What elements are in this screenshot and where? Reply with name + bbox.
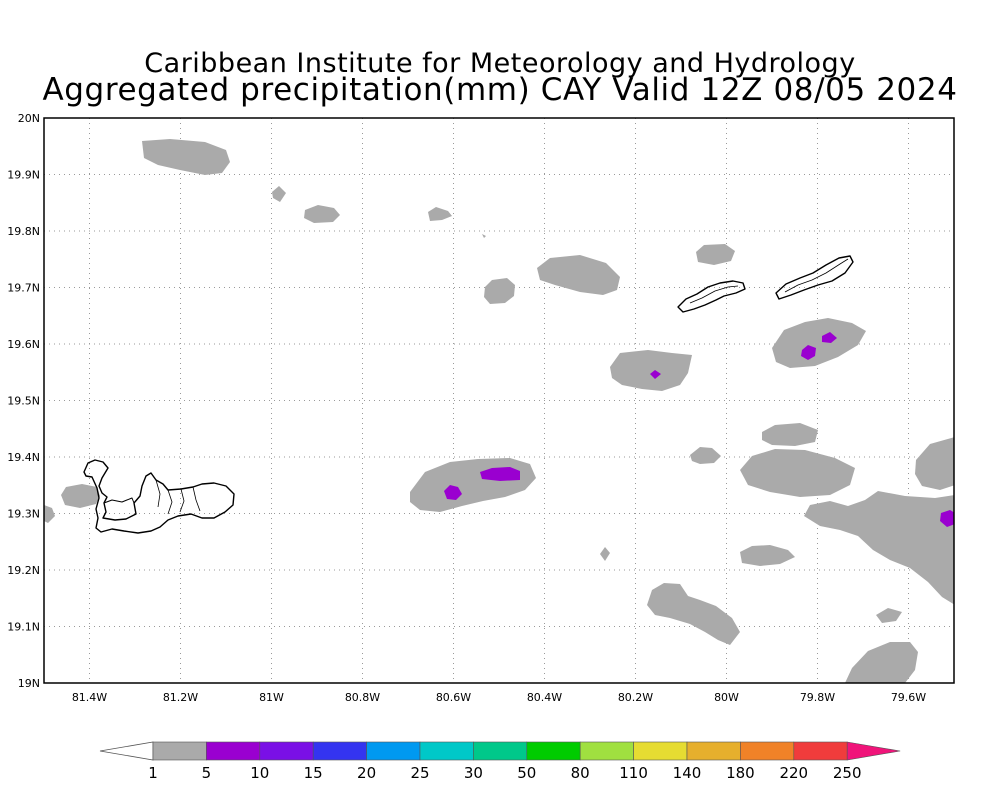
colorbar-segment [366,741,421,761]
rain-area [762,423,818,446]
lon-tick-label: 81.2W [163,691,198,704]
latitude-labels: 20N 19.9N 19.8N 19.7N 19.6N 19.5N 19.4N 19.3N 19… [7,112,40,690]
lon-tick-label: 80.8W [345,691,380,704]
colorbar-label: 20 [357,764,376,782]
lat-tick-label: 19.3N [7,508,40,521]
rain-core [650,370,661,379]
coastlines [83,255,854,534]
colorbar-label: 5 [202,764,212,782]
colorbar-segment [259,741,314,761]
rain-core [444,485,462,500]
lat-tick-label: 19.5N [7,395,40,408]
colorbar-segment [419,741,474,761]
rain-area [772,318,866,368]
colorbar-label: 220 [779,764,808,782]
colorbar-segment [793,741,848,761]
rain-area [304,205,340,223]
lon-tick-label: 79.8W [800,691,835,704]
rain-area [537,255,620,295]
lat-tick-label: 19.1N [7,621,40,634]
grand-cayman-north-sound [103,497,135,504]
colorbar-label: 10 [250,764,269,782]
rain-area [690,447,721,464]
lat-tick-label: 19.8N [7,225,40,238]
colorbar-label: 15 [304,764,323,782]
rain-area [142,139,230,175]
lat-tick-label: 19.9N [7,169,40,182]
rain-area [428,207,452,221]
little-cayman-outline [677,280,746,313]
colorbar: 1 5 10 15 20 25 30 50 80 110 140 180 220 250 [99,741,901,782]
rain-area [740,545,795,566]
lat-tick-label: 19.2N [7,564,40,577]
precipitation-field [44,139,954,683]
rain-core [822,332,837,343]
rain-area [804,491,954,605]
lon-tick-label: 80.6W [436,691,471,704]
grand-cayman-outline [83,459,235,534]
rain-area [484,278,515,304]
rain-core [940,510,954,527]
title-institute: Caribbean Institute for Meteorology and … [144,48,856,79]
lon-tick-label: 80.4W [527,691,562,704]
lat-tick-label: 19N [18,677,40,690]
little-cayman-inner [689,285,739,304]
colorbar-segment [633,741,688,761]
colorbar-segment [312,741,367,761]
longitude-labels: 81.4W 81.2W 81W 80.8W 80.6W 80.4W 80.2W 80W 79.8… [72,691,926,704]
lat-tick-label: 19.7N [7,282,40,295]
rain-area [272,186,286,202]
colorbar-label: 50 [517,764,536,782]
lat-tick-label: 19.6N [7,338,40,351]
colorbar-label: 80 [571,764,590,782]
rain-area [610,350,692,391]
colorbar-segment [473,741,528,761]
colorbar-label: 1 [148,764,158,782]
colorbar-label: 140 [673,764,702,782]
lon-tick-label: 79.6W [891,691,926,704]
colorbar-segment [579,741,634,761]
colorbar-label: 250 [833,764,862,782]
title-product: Aggregated precipitation(mm) CAY Valid 1… [42,72,958,108]
rain-area [696,244,735,265]
rain-core [480,467,520,481]
map-grid [44,118,954,683]
rain-area [600,547,610,561]
rain-area [44,505,55,523]
grand-cayman-districts [155,479,201,515]
lon-tick-label: 80W [714,691,739,704]
lon-tick-label: 81W [259,691,284,704]
cayman-brac-inner [784,258,849,293]
rain-area [845,642,918,683]
colorbar-segment [686,741,741,761]
colorbar-segment [152,741,207,761]
rain-area [876,608,902,623]
colorbar-label: 25 [410,764,429,782]
map-frame [43,117,955,684]
rain-core [801,345,816,360]
lon-tick-label: 80.2W [618,691,653,704]
rain-area [740,449,855,497]
rain-area [61,484,100,508]
colorbar-segment [526,741,581,761]
colorbar-segment [206,741,261,761]
colorbar-low-end [99,741,154,761]
cayman-brac-outline [775,255,854,300]
colorbar-high-end [846,741,901,761]
lat-tick-label: 20N [18,112,40,125]
colorbar-label: 110 [619,764,648,782]
colorbar-label: 30 [464,764,483,782]
rain-area [915,437,954,490]
lat-tick-label: 19.4N [7,451,40,464]
colorbar-label: 180 [726,764,755,782]
rain-area [647,583,740,645]
lon-tick-label: 81.4W [72,691,107,704]
colorbar-segment [740,741,795,761]
rain-area [410,458,536,512]
rain-area [482,234,486,238]
